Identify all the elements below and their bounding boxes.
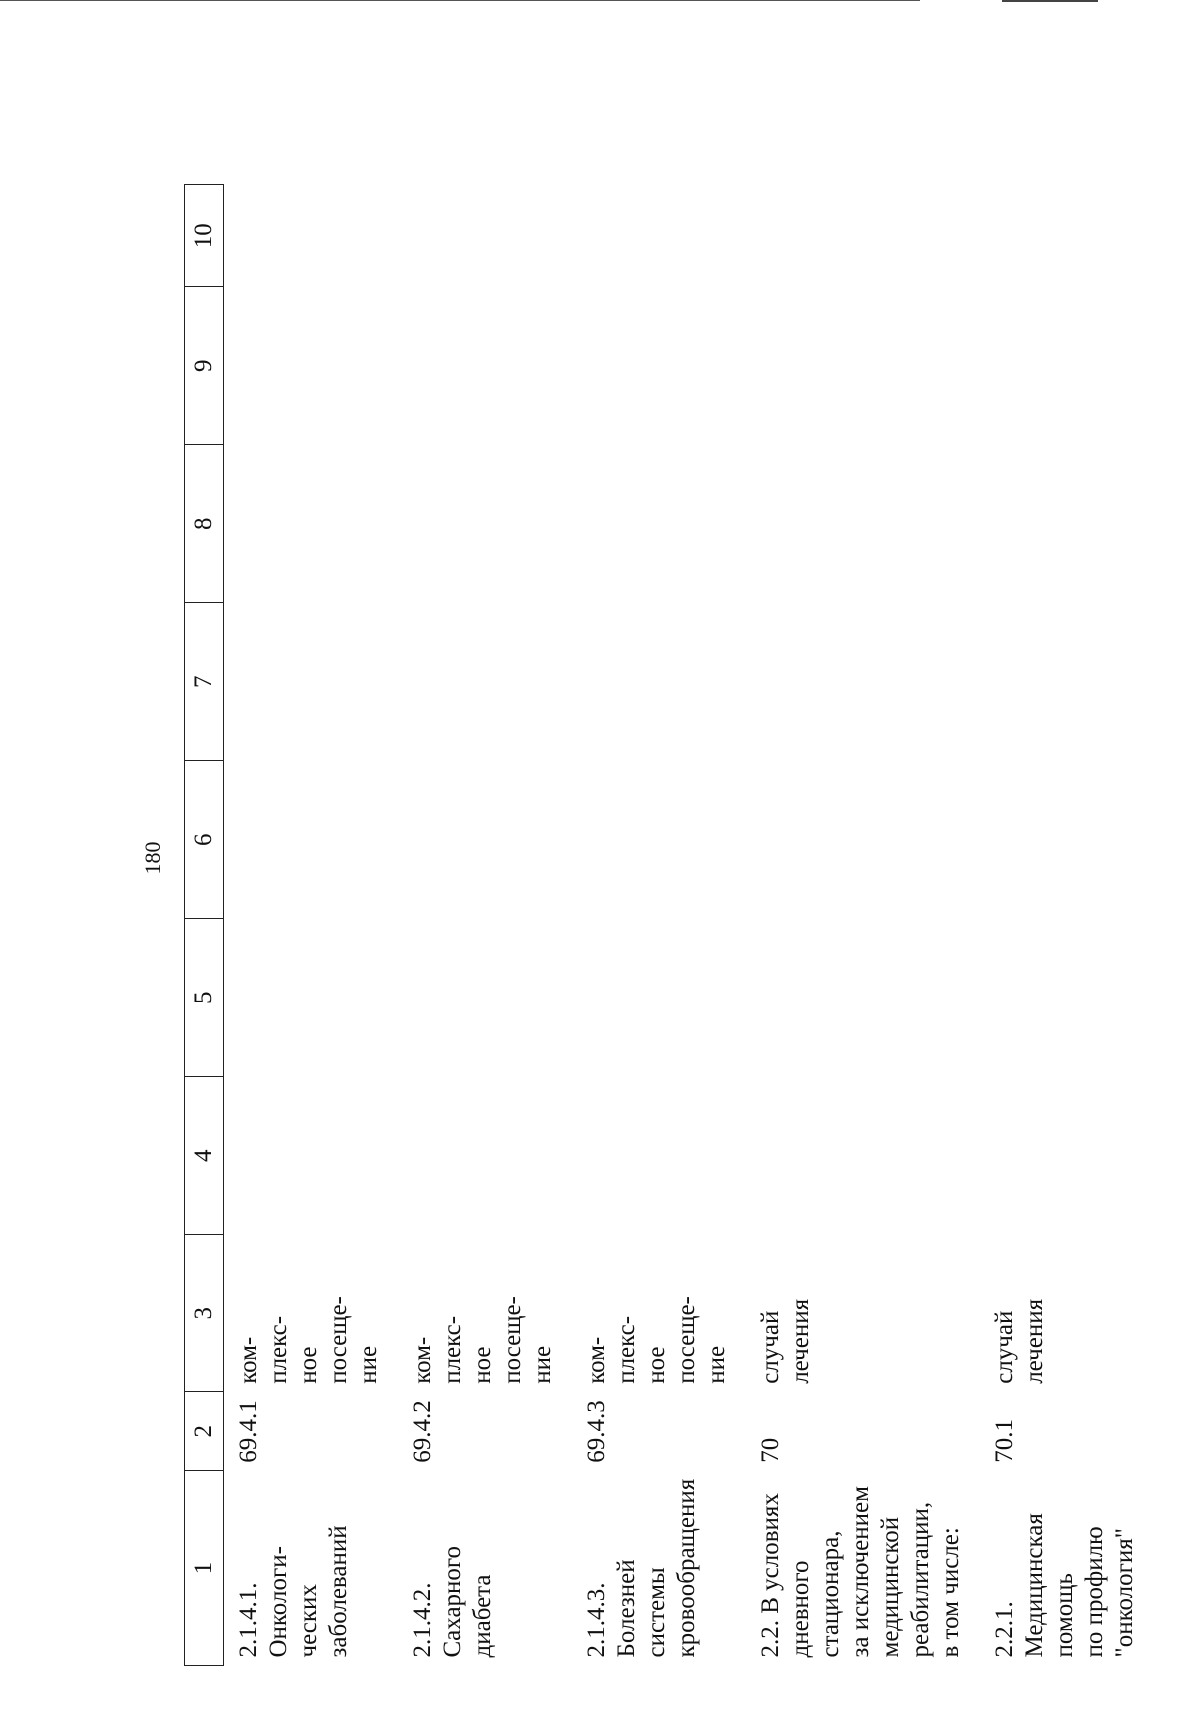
empty-cell bbox=[224, 761, 399, 919]
scan-edge-line bbox=[0, 0, 920, 1]
empty-cell bbox=[224, 919, 399, 1077]
row-code-cell: 70 bbox=[757, 1437, 784, 1463]
empty-cell bbox=[746, 603, 980, 761]
empty-cell bbox=[746, 185, 980, 287]
column-header: 6 bbox=[184, 760, 224, 919]
table-row: 2.1.4.1. Онкологи- ческих заболеваний 69… bbox=[224, 185, 399, 1666]
empty-cell bbox=[224, 445, 399, 603]
page-number: 180 bbox=[140, 841, 165, 875]
row-unit-cell: случай лечения bbox=[991, 1298, 1048, 1384]
column-header: 2 bbox=[184, 1391, 224, 1471]
column-header: 1 bbox=[184, 1470, 224, 1666]
empty-cell bbox=[980, 1077, 1154, 1235]
empty-cell bbox=[398, 603, 572, 761]
row-name-cell: 2.1.4.3. Болезней системы кровообращения bbox=[583, 1478, 700, 1658]
column-header: 8 bbox=[184, 444, 224, 603]
empty-cell bbox=[572, 761, 746, 919]
empty-cell bbox=[224, 287, 399, 445]
row-unit-cell: случай лечения bbox=[757, 1298, 814, 1384]
empty-cell bbox=[224, 603, 399, 761]
column-header: 10 bbox=[184, 184, 224, 287]
empty-cell bbox=[980, 185, 1154, 287]
empty-cell bbox=[572, 919, 746, 1077]
row-code-cell: 69.4.1 bbox=[235, 1400, 262, 1463]
empty-cell bbox=[746, 919, 980, 1077]
empty-cell bbox=[224, 1077, 399, 1235]
row-name-cell: 2.1.4.1. Онкологи- ческих заболеваний bbox=[235, 1525, 352, 1658]
row-unit-cell: ком- плекс- ное посеще- ние bbox=[409, 1296, 556, 1384]
empty-cell bbox=[398, 185, 572, 287]
empty-cell bbox=[980, 919, 1154, 1077]
empty-cell bbox=[572, 287, 746, 445]
empty-cell bbox=[572, 185, 746, 287]
empty-cell bbox=[224, 185, 399, 287]
table-row: 2.1.4.3. Болезней системы кровообращения… bbox=[572, 185, 746, 1666]
column-number-header-row: 1 2 3 4 5 6 7 8 9 10 bbox=[184, 184, 224, 1666]
row-code-cell: 69.4.3 bbox=[583, 1400, 610, 1463]
empty-cell bbox=[746, 445, 980, 603]
empty-cell bbox=[980, 761, 1154, 919]
empty-cell bbox=[398, 445, 572, 603]
row-unit-cell: ком- плекс- ное посеще- ние bbox=[583, 1296, 730, 1384]
column-header: 7 bbox=[184, 602, 224, 761]
row-name-cell: 2.2. В условиях дневного стационара, за … bbox=[757, 1486, 964, 1658]
row-code-cell: 69.4.2 bbox=[409, 1400, 436, 1463]
empty-cell bbox=[572, 603, 746, 761]
empty-cell bbox=[398, 761, 572, 919]
column-header: 4 bbox=[184, 1076, 224, 1235]
empty-cell bbox=[980, 603, 1154, 761]
rotated-page-content: 180 1 2 3 4 5 6 7 8 9 10 bbox=[40, 40, 1138, 1716]
empty-cell bbox=[398, 919, 572, 1077]
empty-cell bbox=[746, 287, 980, 445]
document-table: 1 2 3 4 5 6 7 8 9 10 2.1.4.1. Онкологи- … bbox=[184, 184, 1154, 1666]
empty-cell bbox=[398, 1077, 572, 1235]
table-row: 2.1.4.2. Сахарного диабета 69.4.2 ком- п… bbox=[398, 185, 572, 1666]
empty-cell bbox=[746, 761, 980, 919]
empty-cell bbox=[980, 445, 1154, 603]
empty-cell bbox=[980, 287, 1154, 445]
empty-cell bbox=[572, 445, 746, 603]
row-name-cell: 2.2.1. Медицинская помощь по профилю "он… bbox=[991, 1513, 1138, 1658]
empty-cell bbox=[398, 287, 572, 445]
row-code-cell: 70.1 bbox=[991, 1419, 1018, 1463]
row-name-cell: 2.1.4.2. Сахарного диабета bbox=[409, 1545, 496, 1658]
column-header: 9 bbox=[184, 286, 224, 445]
empty-cell bbox=[572, 1077, 746, 1235]
table-row: 2.2. В условиях дневного стационара, за … bbox=[746, 185, 980, 1666]
scan-edge-line-right bbox=[1002, 0, 1098, 2]
row-unit-cell: ком- плекс- ное посеще- ние bbox=[235, 1296, 382, 1384]
column-header: 5 bbox=[184, 918, 224, 1077]
table-row: 2.2.1. Медицинская помощь по профилю "он… bbox=[980, 185, 1154, 1666]
empty-cell bbox=[746, 1077, 980, 1235]
column-header: 3 bbox=[184, 1234, 224, 1392]
